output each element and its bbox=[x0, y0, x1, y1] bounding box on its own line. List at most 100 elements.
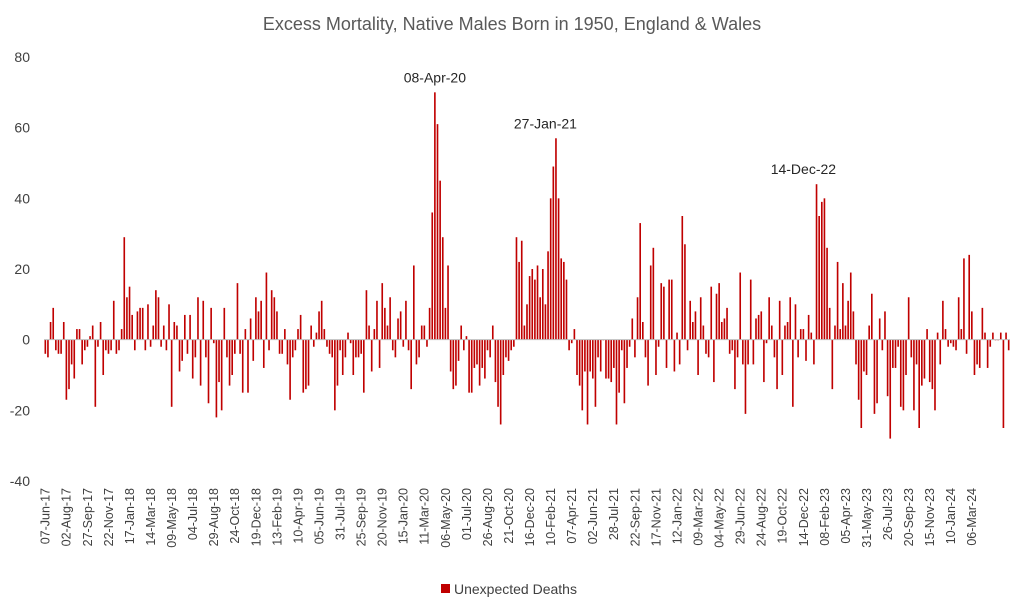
bar bbox=[252, 339, 255, 361]
bar bbox=[239, 339, 241, 354]
bar bbox=[818, 216, 820, 340]
bar bbox=[649, 265, 652, 340]
bar bbox=[1007, 339, 1010, 351]
bar bbox=[773, 339, 776, 358]
bar bbox=[355, 339, 357, 358]
y-axis: 80 60 40 20 0 -20 -40 bbox=[10, 49, 30, 489]
bar bbox=[384, 307, 386, 340]
bar bbox=[799, 329, 802, 340]
bar bbox=[349, 339, 352, 344]
x-tick-label: 13-Feb-19 bbox=[270, 488, 284, 546]
bar bbox=[68, 339, 70, 390]
bar bbox=[726, 307, 728, 340]
bar bbox=[439, 180, 441, 340]
bar bbox=[334, 339, 336, 411]
bar bbox=[78, 329, 81, 340]
bar bbox=[452, 339, 455, 390]
bar bbox=[226, 339, 228, 358]
bar bbox=[747, 339, 749, 365]
bar bbox=[1005, 332, 1007, 340]
bar bbox=[478, 339, 481, 386]
annotations: 08-Apr-20 27-Jan-21 14-Dec-22 bbox=[404, 69, 837, 177]
bar bbox=[986, 339, 989, 368]
bar bbox=[776, 339, 778, 390]
x-tick-label: 06-Mar-24 bbox=[965, 488, 979, 546]
bar bbox=[570, 339, 573, 344]
bar bbox=[236, 283, 239, 340]
x-tick-label: 31-Jul-19 bbox=[333, 488, 347, 540]
bar bbox=[505, 339, 507, 358]
bar bbox=[531, 269, 534, 340]
bar bbox=[923, 339, 926, 379]
bar bbox=[112, 300, 115, 340]
bar bbox=[126, 297, 128, 340]
bar bbox=[655, 339, 657, 375]
bar bbox=[507, 339, 510, 361]
bar bbox=[665, 339, 668, 368]
peak-annotation: 14-Dec-22 bbox=[771, 161, 837, 177]
bar bbox=[323, 329, 326, 340]
bar bbox=[792, 339, 794, 407]
bar bbox=[560, 258, 563, 340]
bar bbox=[618, 339, 620, 393]
bar bbox=[89, 336, 91, 340]
bar bbox=[626, 339, 628, 368]
bar bbox=[513, 339, 515, 347]
bar bbox=[541, 269, 544, 340]
bar bbox=[481, 339, 484, 368]
bar bbox=[757, 314, 760, 340]
bar bbox=[444, 307, 447, 340]
bar bbox=[415, 339, 418, 365]
bar bbox=[763, 339, 765, 383]
bar bbox=[781, 339, 784, 375]
bar bbox=[965, 339, 968, 354]
bar bbox=[441, 237, 444, 340]
bar bbox=[191, 339, 194, 379]
bar bbox=[834, 325, 836, 340]
bar bbox=[936, 332, 939, 340]
legend-swatch bbox=[441, 584, 450, 593]
bar bbox=[489, 339, 491, 358]
x-tick-label: 17-Nov-21 bbox=[649, 488, 663, 546]
bar bbox=[265, 272, 268, 340]
bar bbox=[426, 339, 428, 347]
bar bbox=[312, 339, 315, 347]
bar bbox=[184, 314, 186, 340]
x-tick-label: 19-Dec-18 bbox=[249, 488, 263, 546]
bar bbox=[610, 339, 613, 383]
bar bbox=[578, 339, 581, 386]
bar bbox=[644, 339, 647, 358]
bar bbox=[455, 339, 457, 386]
bar bbox=[405, 300, 407, 340]
bar bbox=[449, 339, 452, 372]
bar bbox=[826, 247, 828, 340]
bar bbox=[347, 332, 349, 340]
bar bbox=[289, 339, 291, 400]
x-tick-label: 02-Jun-21 bbox=[586, 488, 600, 544]
x-tick-label: 22-Nov-17 bbox=[102, 488, 116, 546]
bar bbox=[884, 311, 886, 340]
bar bbox=[144, 339, 147, 351]
x-tick-label: 09-May-18 bbox=[165, 488, 179, 548]
bar bbox=[794, 304, 797, 340]
bar bbox=[634, 339, 636, 358]
bar bbox=[913, 339, 915, 411]
bar bbox=[768, 297, 770, 340]
bar bbox=[307, 339, 310, 386]
bar bbox=[999, 332, 1002, 340]
peak-annotation: 08-Apr-20 bbox=[404, 69, 466, 85]
bar bbox=[368, 325, 370, 340]
x-tick-label: 07-Apr-21 bbox=[565, 488, 579, 544]
bar bbox=[241, 339, 244, 393]
bar bbox=[802, 329, 805, 340]
bar bbox=[605, 339, 607, 379]
x-tick-label: 04-May-22 bbox=[713, 488, 727, 548]
bar bbox=[707, 339, 710, 358]
bar bbox=[765, 339, 768, 344]
bar bbox=[297, 329, 299, 340]
bar bbox=[844, 325, 847, 340]
bar bbox=[613, 339, 615, 368]
bar bbox=[315, 332, 318, 340]
bar bbox=[847, 300, 849, 340]
